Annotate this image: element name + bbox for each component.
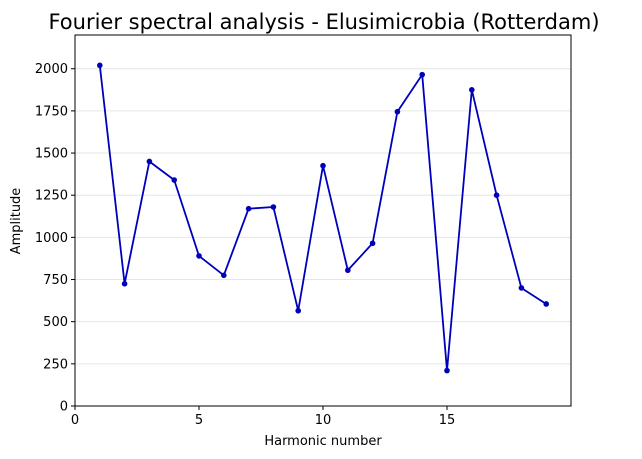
x-axis: 0 5 10 15 (71, 406, 455, 428)
y-tick-label: 500 (43, 315, 68, 330)
y-tick-label: 750 (43, 273, 68, 288)
plot-frame (74, 34, 572, 407)
x-axis-label: Harmonic number (264, 434, 382, 449)
data-point (221, 272, 227, 279)
y-tick-label: 1250 (35, 189, 68, 204)
data-point (518, 285, 525, 291)
grid (75, 68, 571, 407)
data-point (543, 301, 549, 307)
y-tick-label: 0 (60, 400, 68, 415)
data-point (320, 162, 326, 169)
data-point (469, 87, 475, 93)
data-point (146, 158, 153, 165)
data-point (171, 177, 177, 183)
data-point (444, 367, 450, 374)
data-point (295, 307, 302, 314)
y-tick-label: 250 (43, 357, 68, 372)
y-axis-label: Amplitude (9, 188, 24, 255)
x-tick-label: 10 (315, 413, 332, 428)
chart-title: Fourier spectral analysis - Elusimicrobi… (48, 10, 599, 34)
y-axis: 0 250 500 750 1000 1250 1500 1750 2000 (35, 62, 75, 415)
y-tick-label: 1000 (35, 231, 68, 246)
data-point (196, 253, 202, 259)
y-tick-label: 1750 (35, 104, 68, 119)
x-tick-label: 15 (439, 413, 456, 428)
data-point (245, 205, 252, 212)
data-point (97, 62, 103, 69)
y-tick-label: 2000 (35, 62, 68, 77)
data-point (369, 240, 376, 247)
x-tick-label: 0 (71, 413, 79, 428)
plot-series (97, 62, 549, 374)
data-point (419, 71, 426, 78)
data-point (121, 280, 128, 287)
data-point (493, 192, 500, 199)
data-point (270, 204, 277, 210)
y-tick-label: 1500 (35, 147, 68, 162)
data-point (345, 267, 351, 274)
data-point (394, 108, 401, 115)
x-tick-label: 5 (195, 413, 203, 428)
